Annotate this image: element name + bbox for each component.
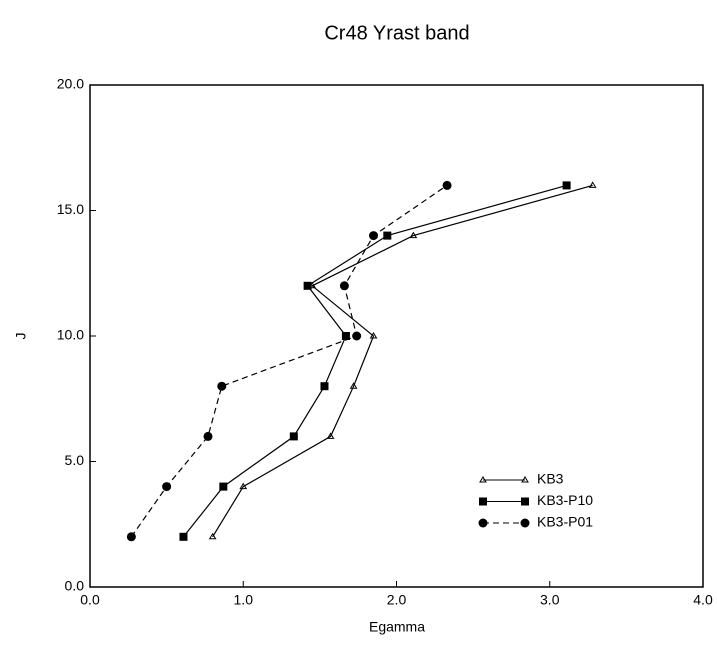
data-point bbox=[179, 532, 188, 541]
y-tick-label: 0.0 bbox=[65, 578, 85, 594]
x-axis-label: Egamma bbox=[369, 619, 425, 635]
data-point bbox=[352, 331, 362, 341]
legend-marker bbox=[520, 518, 530, 528]
legend-marker bbox=[478, 518, 488, 528]
y-tick-label: 20.0 bbox=[57, 76, 84, 92]
x-tick-label: 1.0 bbox=[234, 592, 254, 608]
data-point bbox=[409, 231, 418, 239]
x-tick-label: 0.0 bbox=[80, 592, 100, 608]
data-point bbox=[217, 381, 227, 391]
data-point bbox=[239, 482, 248, 490]
x-tick-label: 2.0 bbox=[387, 592, 407, 608]
data-point bbox=[203, 431, 213, 441]
data-point bbox=[208, 532, 217, 540]
data-point bbox=[339, 281, 349, 291]
data-point bbox=[349, 382, 358, 389]
series-line bbox=[130, 184, 448, 538]
legend-marker bbox=[479, 497, 487, 506]
legend-label: KB3-P10 bbox=[537, 492, 593, 508]
data-point bbox=[383, 231, 392, 240]
data-point bbox=[588, 181, 597, 188]
y-tick-label: 15.0 bbox=[57, 201, 84, 217]
data-point bbox=[369, 332, 378, 339]
data-point bbox=[341, 332, 350, 340]
y-axis-label: J bbox=[13, 333, 29, 340]
legend-label: KB3 bbox=[537, 471, 564, 487]
legend-marker bbox=[479, 476, 487, 483]
legend-marker bbox=[521, 476, 529, 483]
data-point bbox=[162, 482, 172, 492]
chart-title: Cr48 Yrast band bbox=[324, 22, 469, 44]
data-point bbox=[219, 482, 228, 491]
legend-marker bbox=[521, 497, 529, 506]
y-tick-label: 5.0 bbox=[65, 452, 85, 468]
data-point bbox=[562, 181, 571, 190]
data-point bbox=[303, 281, 312, 290]
legend-label: KB3-P01 bbox=[537, 514, 593, 530]
y-tick-label: 10.0 bbox=[57, 327, 84, 343]
data-point bbox=[289, 432, 298, 441]
x-tick-label: 3.0 bbox=[540, 592, 560, 608]
series-line bbox=[183, 184, 567, 538]
data-point bbox=[126, 532, 136, 542]
series-line bbox=[212, 184, 593, 538]
plot-frame bbox=[89, 84, 704, 588]
data-point bbox=[369, 231, 379, 241]
data-point bbox=[320, 382, 329, 391]
x-tick-label: 4.0 bbox=[693, 592, 713, 608]
data-point bbox=[442, 180, 452, 190]
data-point bbox=[326, 432, 335, 439]
